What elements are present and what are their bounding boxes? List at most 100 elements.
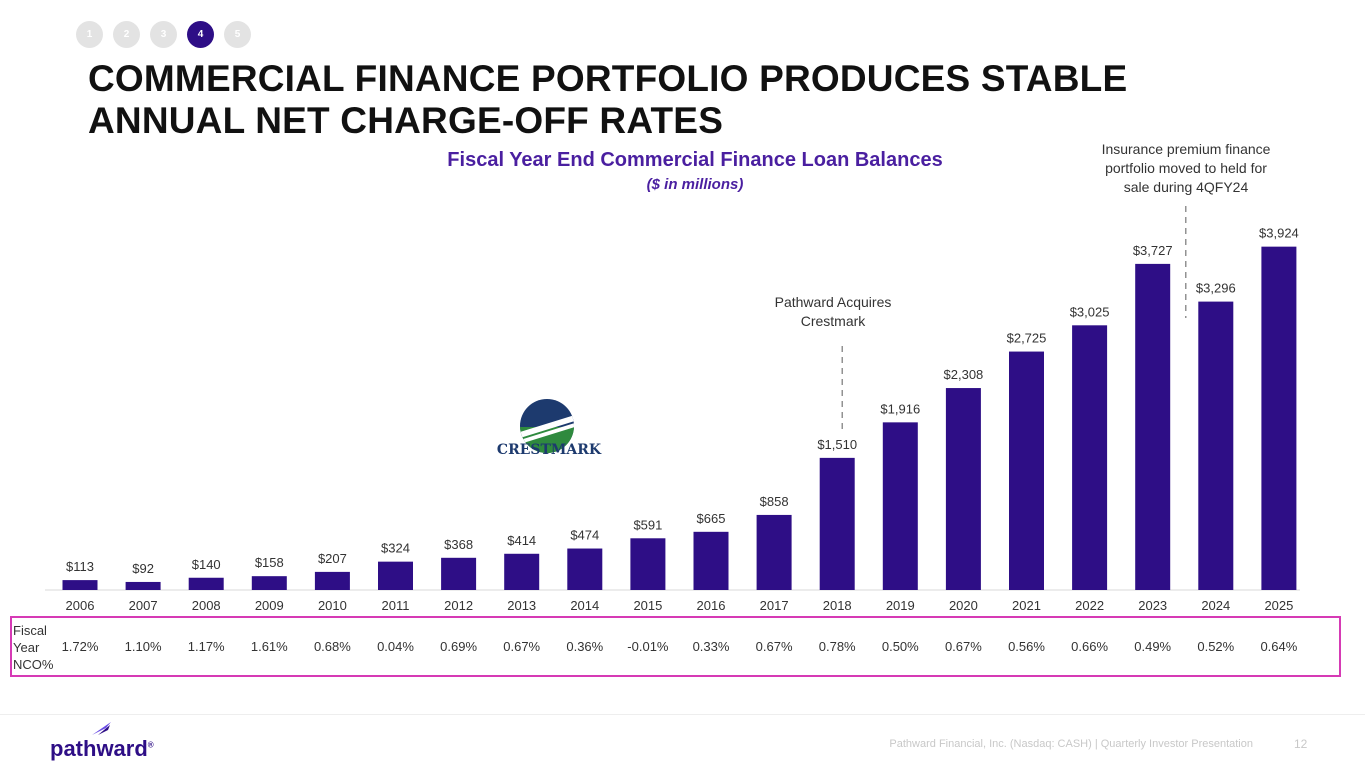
- bar-data-label: $3,924: [1259, 226, 1299, 241]
- bar-data-label: $2,725: [1007, 331, 1047, 346]
- bar: [62, 580, 98, 590]
- nco-rate-value: 0.67%: [945, 639, 982, 654]
- x-tick-label: 2017: [760, 598, 789, 613]
- nco-label-line: Fiscal: [13, 623, 47, 638]
- bar-data-label: $665: [697, 511, 726, 526]
- nco-rate-value: 0.67%: [503, 639, 540, 654]
- bar-data-label: $324: [381, 541, 410, 556]
- pathward-arrow-icon: [92, 722, 111, 735]
- crestmark-logo: CRESTMARK: [490, 398, 608, 460]
- step-2[interactable]: 2: [113, 21, 140, 48]
- bar-data-label: $140: [192, 557, 221, 572]
- bar: [314, 571, 350, 590]
- bar: [1198, 301, 1234, 590]
- bar: [819, 457, 855, 590]
- bar-data-label: $113: [66, 559, 94, 574]
- footer-divider: [0, 714, 1365, 715]
- brand-name: pathward: [50, 736, 148, 761]
- nco-rate-value: 0.33%: [693, 639, 730, 654]
- bar: [251, 576, 287, 590]
- crestmark-annotation-line: Pathward Acquires: [774, 294, 892, 310]
- x-tick-label: 2009: [255, 598, 284, 613]
- step-nav: 1 2 3 4 5: [76, 21, 251, 48]
- insurance-annotation-line: portfolio moved to held for: [1105, 160, 1267, 176]
- x-tick-label: 2025: [1264, 598, 1293, 613]
- step-1[interactable]: 1: [76, 21, 103, 48]
- step-5[interactable]: 5: [224, 21, 251, 48]
- brand-registered-mark: ®: [147, 740, 154, 750]
- nco-table: Fiscal Year NCO%: [10, 616, 1341, 677]
- nco-rate-value: 0.64%: [1260, 639, 1297, 654]
- x-tick-label: 2022: [1075, 598, 1104, 613]
- bar: [1261, 246, 1297, 590]
- x-tick-label: 2006: [66, 598, 95, 613]
- bar: [378, 561, 413, 590]
- step-3[interactable]: 3: [150, 21, 177, 48]
- bar: [756, 514, 792, 590]
- nco-rate-value: 1.72%: [62, 639, 99, 654]
- bar: [567, 548, 603, 590]
- bar: [882, 422, 918, 590]
- bar-data-label: $1,916: [880, 401, 920, 416]
- crestmark-annotation-line: Crestmark: [800, 313, 866, 329]
- x-tick-label: 2007: [129, 598, 158, 613]
- bar-data-label: $207: [318, 551, 347, 566]
- bar-data-label: $858: [760, 494, 789, 509]
- title-line-1: COMMERCIAL FINANCE PORTFOLIO PRODUCES ST…: [88, 58, 1128, 99]
- x-tick-label: 2016: [697, 598, 726, 613]
- crestmark-logo-text: CRESTMARK: [497, 442, 602, 458]
- bar-data-label: $3,727: [1133, 243, 1173, 258]
- nco-rate-value: 1.10%: [125, 639, 162, 654]
- x-tick-label: 2024: [1201, 598, 1230, 613]
- nco-rate-value: 0.68%: [314, 639, 351, 654]
- x-tick-label: 2014: [570, 598, 599, 613]
- bar-data-label: $3,025: [1070, 304, 1110, 319]
- page-number: 12: [1294, 737, 1308, 751]
- footer-note: Pathward Financial, Inc. (Nasdaq: CASH) …: [889, 738, 1253, 750]
- nco-rate-value: 1.17%: [188, 639, 225, 654]
- nco-rate-value: 0.78%: [819, 639, 856, 654]
- x-tick-label: 2008: [192, 598, 221, 613]
- x-tick-label: 2010: [318, 598, 347, 613]
- x-tick-label: 2011: [382, 598, 410, 613]
- bar-data-label: $158: [255, 555, 284, 570]
- nco-label-line: NCO%: [13, 657, 54, 672]
- nco-label: Fiscal Year NCO%: [13, 622, 53, 673]
- nco-rate-value: 0.36%: [566, 639, 603, 654]
- bar: [504, 553, 540, 590]
- nco-rate-value: 0.67%: [756, 639, 793, 654]
- bar: [693, 531, 729, 590]
- bar-data-label: $2,308: [944, 367, 984, 382]
- bar: [945, 388, 981, 590]
- bar: [441, 557, 477, 590]
- nco-rate-value: 0.56%: [1008, 639, 1045, 654]
- x-tick-label: 2018: [823, 598, 852, 613]
- crestmark-annotation: Pathward Acquires Crestmark: [753, 293, 913, 331]
- insurance-annotation: Insurance premium finance portfolio move…: [1068, 140, 1304, 197]
- x-tick-label: 2021: [1012, 598, 1041, 613]
- bar: [188, 577, 224, 590]
- title-line-2: ANNUAL NET CHARGE-OFF RATES: [88, 100, 724, 141]
- x-tick-label: 2019: [886, 598, 915, 613]
- nco-rate-value: 0.04%: [377, 639, 414, 654]
- x-tick-label: 2013: [507, 598, 536, 613]
- bar: [630, 538, 666, 590]
- bar-data-label: $368: [444, 537, 473, 552]
- x-tick-label: 2020: [949, 598, 978, 613]
- insurance-annotation-line: sale during 4QFY24: [1123, 179, 1249, 195]
- insurance-annotation-line: Insurance premium finance: [1101, 141, 1271, 157]
- chart-subtitle: ($ in millions): [646, 176, 744, 193]
- nco-rate-value: 0.69%: [440, 639, 477, 654]
- bar: [1072, 325, 1108, 590]
- pathward-logo: pathward®: [50, 736, 154, 762]
- crestmark-logo-icon: CRESTMARK: [497, 399, 602, 458]
- nco-rate-value: 0.52%: [1197, 639, 1234, 654]
- bar-data-label: $3,296: [1196, 281, 1236, 296]
- bar-data-label: $92: [132, 561, 154, 576]
- bar-data-label: $474: [570, 528, 599, 543]
- page-title: COMMERCIAL FINANCE PORTFOLIO PRODUCES ST…: [88, 58, 1127, 142]
- nco-label-line: Year: [13, 640, 40, 655]
- step-4[interactable]: 4: [187, 21, 214, 48]
- bar: [125, 581, 161, 590]
